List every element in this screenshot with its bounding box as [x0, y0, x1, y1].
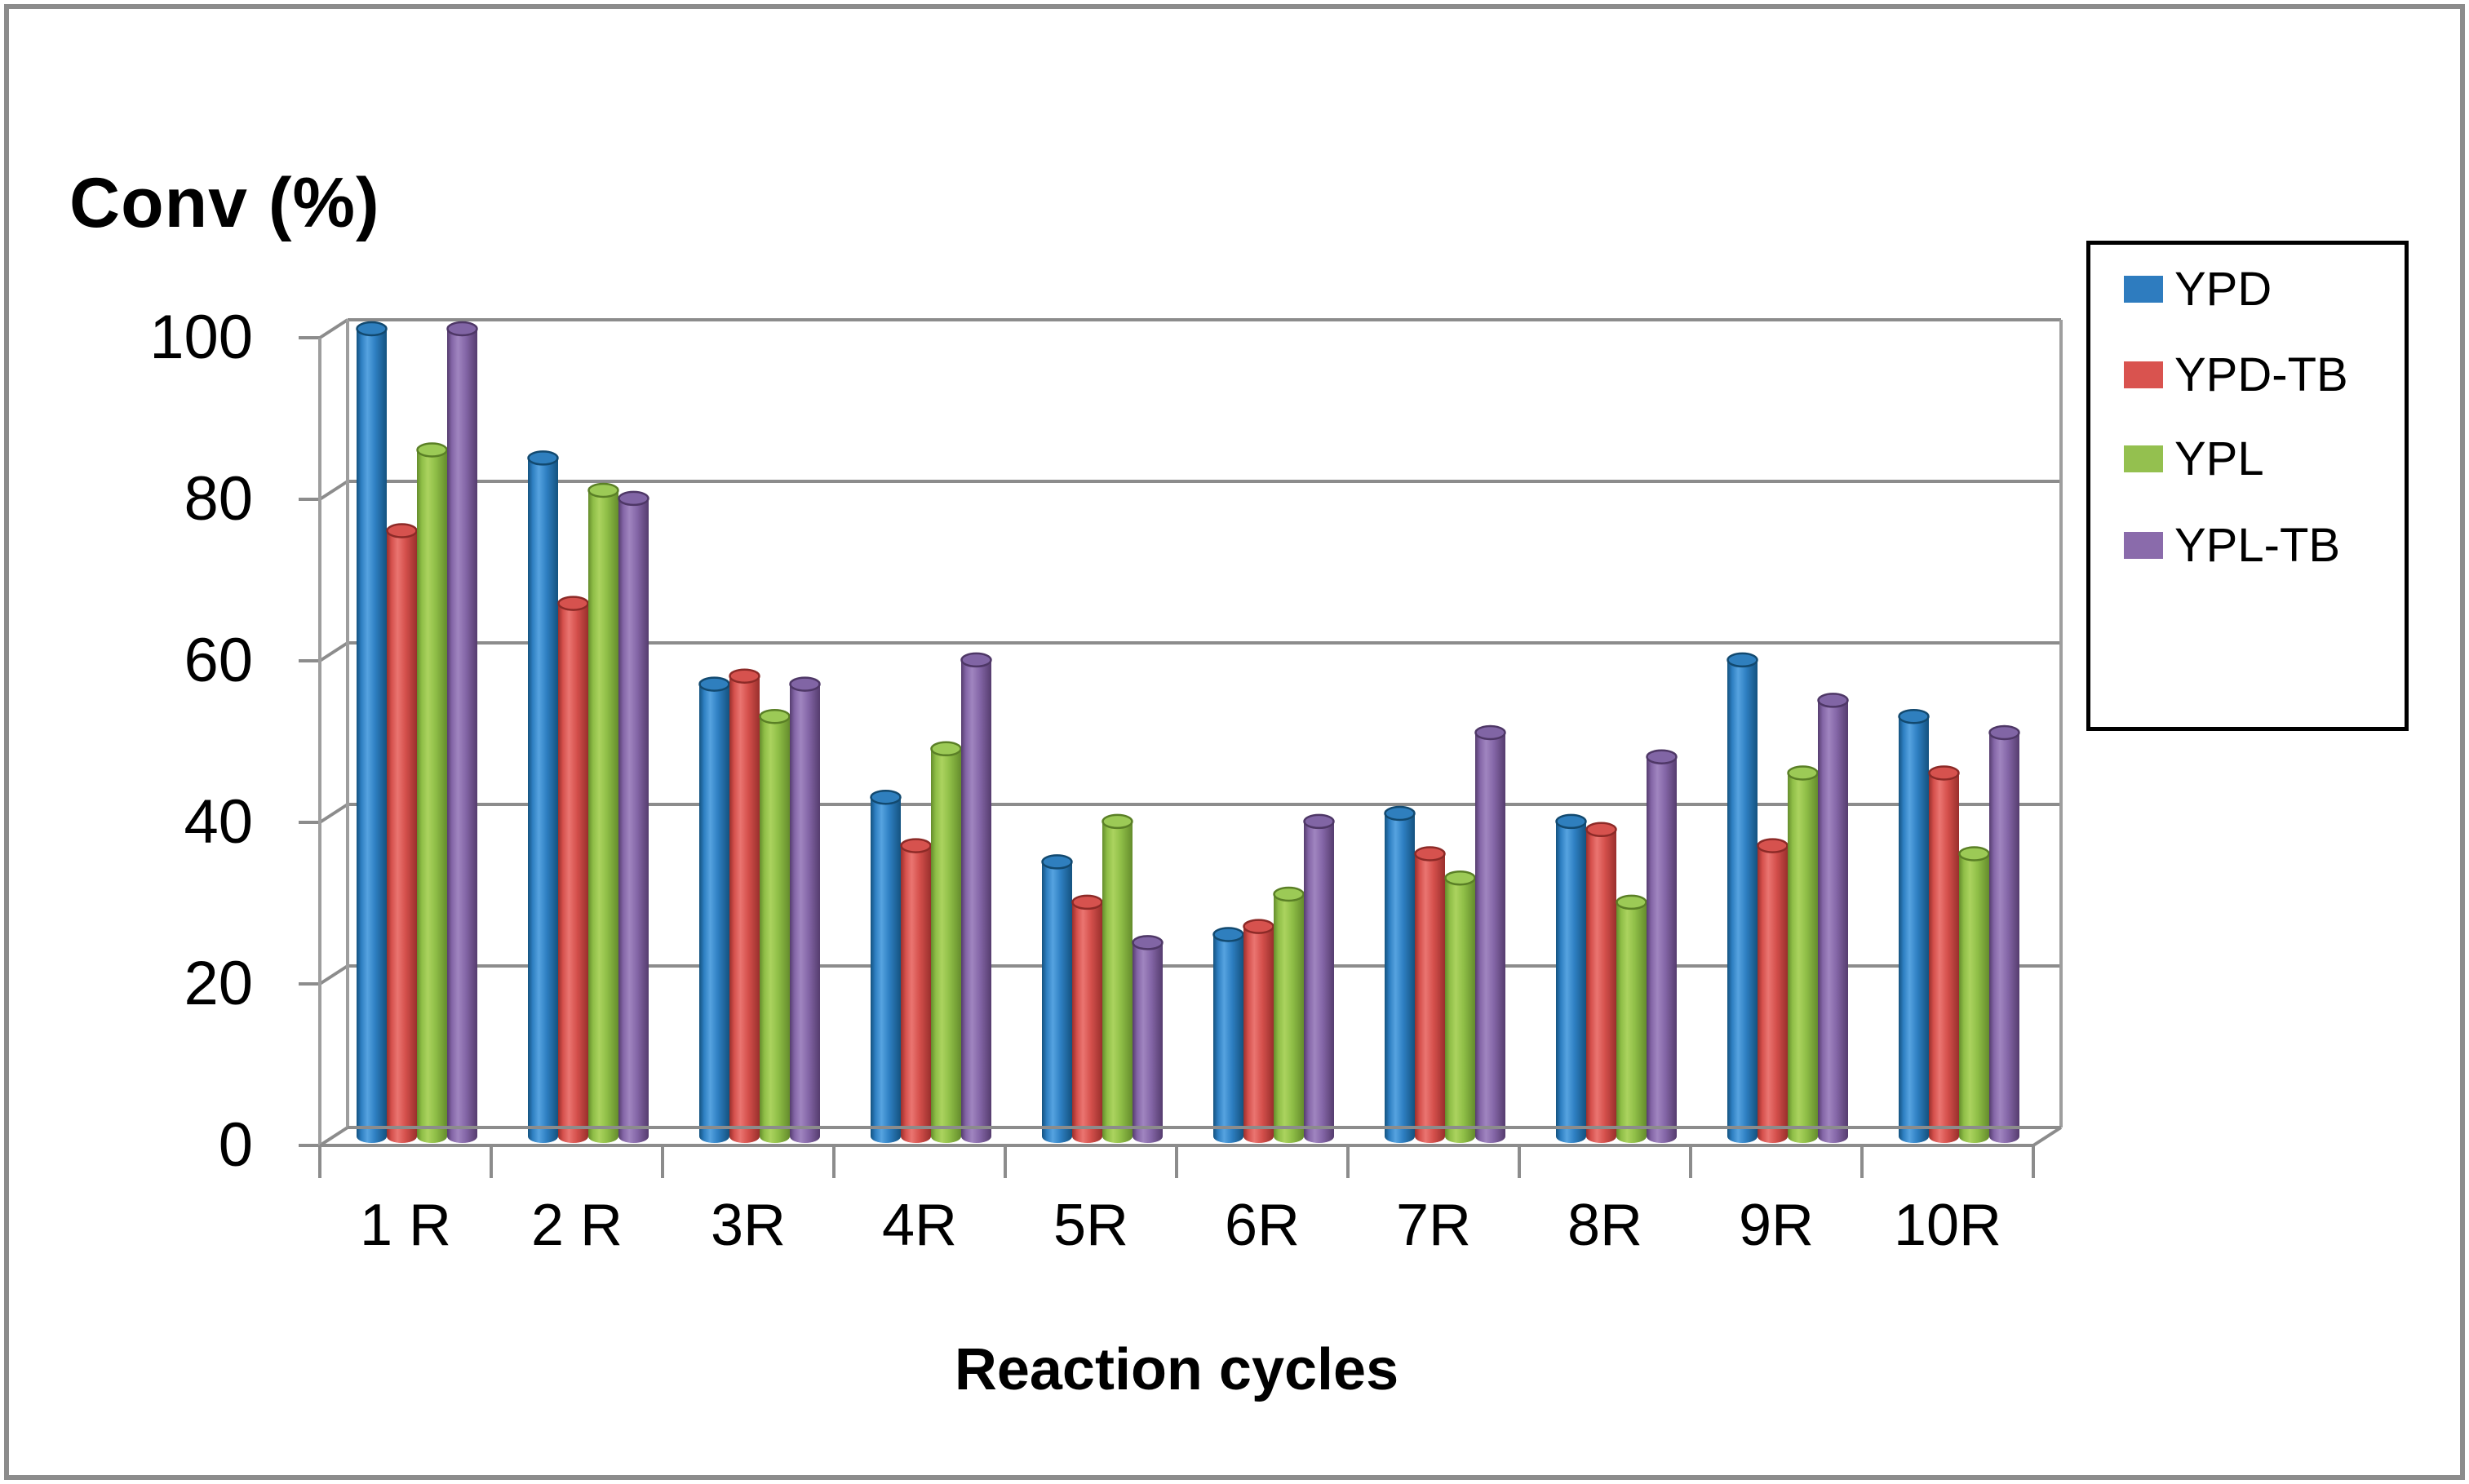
- bar-cylinder-ypd-3R: [698, 676, 730, 1143]
- bar-cylinder-ypl-6R: [1273, 886, 1305, 1143]
- x-category-label-8: 8R: [1567, 1193, 1643, 1258]
- bar-cylinder-ypd-tb-6R: [1243, 919, 1274, 1143]
- bar-cylinder-ypd-tb-7R: [1414, 846, 1446, 1143]
- bar-cylinder-ypl-7R: [1444, 870, 1476, 1143]
- bar-cylinder-ypl-4R: [930, 741, 962, 1143]
- bar-cylinder-ypd-2R: [527, 450, 559, 1143]
- legend-swatch-ypl: [2124, 445, 2163, 472]
- x-axis-title: Reaction cycles: [954, 1337, 1399, 1402]
- bar-cylinder-ypd-tb-8R: [1585, 822, 1617, 1143]
- legend-item-ypd: YPD: [2090, 262, 2405, 317]
- legend-label-ypd-tb: YPD-TB: [2174, 348, 2348, 401]
- bar-cylinder-ypl-1R: [416, 442, 448, 1143]
- x-category-label-1: 1 R: [359, 1193, 452, 1258]
- y-tick-label-0: 0: [218, 1110, 253, 1180]
- bar-cylinder-ypd-tb-5R: [1071, 894, 1103, 1143]
- legend-label-ypd: YPD: [2174, 263, 2272, 316]
- bar-cylinder-ypd-1R: [356, 321, 388, 1143]
- legend-label-ypl: YPL: [2174, 432, 2264, 485]
- bar-cylinder-ypl-tb-3R: [789, 676, 821, 1143]
- bar-cylinder-ypd-tb-1R: [386, 523, 418, 1143]
- bar-cylinder-ypl-5R: [1102, 813, 1133, 1143]
- bar-cylinder-ypl-2R: [587, 482, 619, 1143]
- x-category-label-7: 7R: [1395, 1193, 1472, 1258]
- bar-cylinder-ypl-8R: [1616, 894, 1647, 1143]
- bar-cylinder-ypd-8R: [1555, 813, 1587, 1143]
- legend-box: YPD YPD-TB YPL YPL-TB: [2086, 241, 2409, 731]
- bar-cylinder-ypd-9R: [1727, 652, 1758, 1143]
- x-category-label-9: 9R: [1738, 1193, 1815, 1258]
- bar-cylinder-ypl-tb-4R: [960, 652, 992, 1143]
- y-tick-label-20: 20: [184, 949, 253, 1018]
- x-category-label-10: 10R: [1893, 1193, 2002, 1258]
- x-category-label-5: 5R: [1053, 1193, 1129, 1258]
- bar-cylinder-ypd-tb-2R: [557, 596, 589, 1143]
- y-tick-label-60: 60: [184, 626, 253, 695]
- bar-cylinder-ypl-9R: [1787, 765, 1819, 1143]
- bar-cylinder-ypd-tb-3R: [729, 668, 760, 1143]
- legend-label-ypl-tb: YPL-TB: [2174, 519, 2341, 572]
- legend-swatch-ypd-tb: [2124, 361, 2163, 388]
- legend-item-ypl: YPL: [2090, 432, 2405, 487]
- bar-cylinder-ypd-tb-4R: [900, 838, 932, 1143]
- bar-cylinder-ypl-tb-1R: [446, 321, 478, 1143]
- y-tick-label-100: 100: [149, 303, 253, 372]
- bar-cylinder-ypl-tb-5R: [1132, 935, 1164, 1143]
- bar-cylinder-ypl-tb-8R: [1646, 749, 1678, 1143]
- bar-cylinder-ypd-4R: [870, 789, 902, 1143]
- bar-cylinder-ypd-10R: [1898, 708, 1930, 1143]
- bar-cylinder-ypl-tb-6R: [1303, 813, 1335, 1143]
- bar-cylinder-ypl-tb-10R: [1988, 724, 2020, 1143]
- legend-swatch-ypd: [2124, 276, 2163, 303]
- legend-item-ypl-tb: YPL-TB: [2090, 518, 2405, 574]
- x-category-label-2: 2 R: [530, 1193, 623, 1258]
- bar-cylinder-ypl-tb-2R: [618, 490, 649, 1143]
- bar-cylinder-ypd-tb-10R: [1928, 765, 1960, 1143]
- x-category-label-6: 6R: [1224, 1193, 1301, 1258]
- y-tick-label-80: 80: [184, 464, 253, 534]
- legend-item-ypd-tb: YPD-TB: [2090, 348, 2405, 403]
- bar-cylinder-ypl-tb-7R: [1474, 724, 1506, 1143]
- bar-cylinder-ypl-tb-9R: [1817, 693, 1849, 1143]
- bar-cylinder-ypd-7R: [1384, 805, 1416, 1143]
- x-category-label-4: 4R: [881, 1193, 958, 1258]
- bar-cylinder-ypl-10R: [1958, 846, 1990, 1143]
- bar-cylinder-ypd-6R: [1212, 927, 1244, 1143]
- bar-cylinder-ypl-3R: [759, 708, 791, 1143]
- legend-swatch-ypl-tb: [2124, 532, 2163, 559]
- y-tick-label-40: 40: [184, 787, 253, 857]
- bar-cylinder-ypd-tb-9R: [1757, 838, 1789, 1143]
- x-category-label-3: 3R: [710, 1193, 787, 1258]
- chart-title: Conv (%): [69, 164, 380, 242]
- bar-cylinder-ypd-5R: [1041, 854, 1073, 1143]
